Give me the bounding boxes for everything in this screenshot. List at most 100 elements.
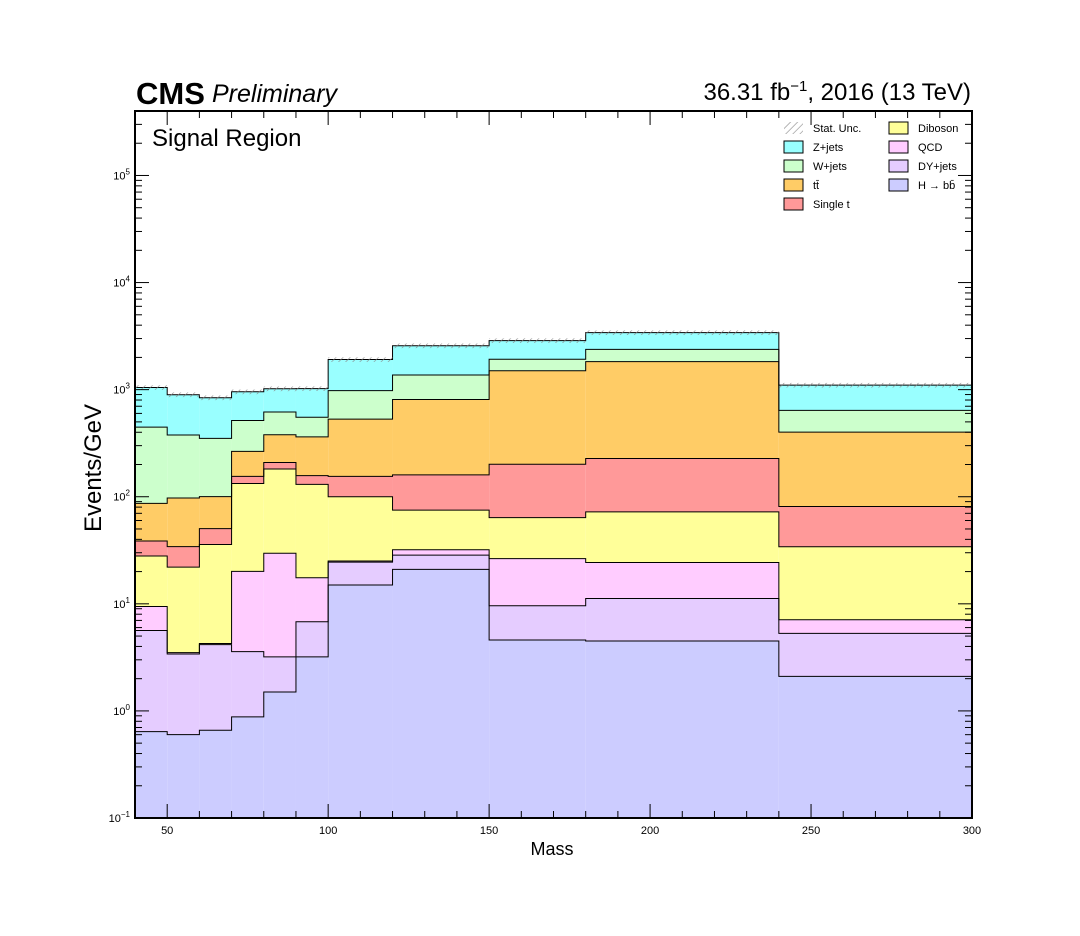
legend-label-tt-: tt̄	[813, 180, 819, 192]
bar-tt--bin-1	[167, 498, 200, 547]
bar-w-jets-bin-2	[199, 438, 232, 497]
x-tick-label: 300	[963, 825, 981, 837]
lumi-value: 36.31 fb	[703, 79, 791, 106]
legend-label-z-jets: Z+jets	[813, 142, 844, 154]
bar-diboson-bin-2	[199, 544, 232, 644]
stat-unc-bin-7	[392, 343, 490, 349]
bar-single-t-bin-10	[778, 506, 972, 547]
y-tick-label: 10−1	[109, 810, 131, 825]
bar-single-t-bin-1	[167, 546, 200, 568]
bar-h-bb--bin-5	[295, 656, 329, 818]
region-label: Signal Region	[152, 125, 302, 152]
bar-single-t-bin-3	[231, 476, 264, 484]
outline-6	[135, 348, 972, 439]
x-tick-label: 200	[641, 825, 659, 837]
bar-qcd-bin-6	[328, 561, 393, 563]
bar-diboson-bin-4	[263, 468, 296, 554]
stat-unc-bin-10	[778, 382, 972, 388]
bar-qcd-bin-2	[199, 643, 232, 645]
bar-tt--bin-10	[778, 432, 972, 507]
bar-single-t-bin-5	[295, 475, 329, 485]
lumi-exponent: −1	[790, 78, 808, 95]
stat-unc-bin-6	[328, 357, 393, 362]
bar-single-t-bin-2	[199, 528, 232, 545]
x-tick-label: 50	[161, 825, 173, 837]
bar-diboson-bin-6	[328, 496, 393, 562]
bar-h-bb--bin-8	[489, 639, 586, 818]
stat-unc-bin-4	[263, 386, 296, 392]
bar-z-jets-bin-5	[295, 388, 329, 418]
bar-diboson-bin-1	[167, 567, 200, 653]
bar-z-jets-bin-0	[135, 387, 168, 428]
bar-dy-jets-bin-8	[489, 605, 586, 640]
bar-single-t-bin-0	[135, 540, 168, 557]
legend-swatch-tt-	[783, 178, 804, 192]
bar-h-bb--bin-1	[167, 734, 200, 818]
bar-w-jets-bin-5	[295, 417, 329, 437]
bar-h-bb--bin-0	[135, 731, 168, 818]
bar-single-t-bin-8	[489, 464, 586, 518]
bar-qcd-bin-4	[263, 553, 296, 657]
bar-z-jets-bin-7	[392, 345, 490, 376]
legend-swatch-h-bb-	[888, 178, 909, 192]
bar-w-jets-bin-1	[167, 434, 200, 499]
bar-w-jets-bin-4	[263, 411, 296, 435]
bar-diboson-bin-3	[231, 483, 264, 572]
bar-h-bb--bin-9	[585, 640, 779, 818]
y-tick-label: 103	[113, 382, 130, 397]
bar-dy-jets-bin-9	[585, 598, 779, 641]
bar-z-jets-bin-9	[585, 332, 779, 350]
bar-w-jets-bin-8	[489, 359, 586, 371]
y-tick-label: 105	[113, 167, 130, 182]
bar-dy-jets-bin-6	[328, 562, 393, 585]
bar-dy-jets-bin-5	[295, 621, 329, 657]
legend-swatch-stat-unc	[784, 122, 803, 134]
bar-z-jets-bin-10	[778, 385, 972, 411]
bar-qcd-bin-9	[585, 562, 779, 599]
bar-tt--bin-0	[135, 503, 168, 541]
legend-swatch-qcd	[888, 140, 909, 154]
bar-qcd-bin-1	[167, 652, 200, 654]
bar-tt--bin-5	[295, 436, 329, 476]
bar-w-jets-bin-9	[585, 349, 779, 362]
bar-qcd-bin-5	[295, 577, 329, 622]
outline-3	[135, 468, 972, 568]
legend-swatch-diboson	[888, 121, 909, 135]
status-label: Preliminary	[212, 80, 338, 108]
bar-h-bb--bin-4	[263, 692, 296, 818]
bar-z-jets-bin-1	[167, 394, 200, 435]
bar-qcd-bin-0	[135, 606, 168, 631]
bar-diboson-bin-10	[778, 546, 972, 620]
bar-tt--bin-6	[328, 419, 393, 477]
stat-unc-bin-9	[585, 330, 779, 336]
stat-unc-bin-0	[135, 385, 168, 390]
bar-h-bb--bin-10	[778, 676, 972, 818]
bar-single-t-bin-7	[392, 474, 490, 511]
bar-w-jets-bin-7	[392, 375, 490, 400]
bar-diboson-bin-7	[392, 510, 490, 550]
bar-single-t-bin-6	[328, 476, 393, 497]
outline-0	[135, 568, 972, 736]
bar-single-t-bin-4	[263, 462, 296, 469]
legend-label-diboson: Diboson	[918, 123, 958, 135]
y-tick-label: 100	[113, 703, 130, 718]
bar-tt--bin-3	[231, 451, 264, 477]
bar-h-bb--bin-7	[392, 569, 490, 818]
bar-diboson-bin-8	[489, 517, 586, 559]
bar-h-bb--bin-3	[231, 716, 264, 818]
axes: 50 100 150 200 250 300 10−1 100 101 102 103 104 105	[109, 110, 981, 837]
outline-4	[135, 458, 972, 548]
bar-qcd-bin-7	[392, 549, 490, 556]
bar-h-bb--bin-2	[199, 730, 232, 818]
bar-w-jets-bin-0	[135, 427, 168, 504]
stack-layers	[135, 332, 972, 818]
legend: Stat. Unc. Z+jets W+jets tt̄ Single t Diboson…	[783, 121, 958, 211]
bar-z-jets-bin-2	[199, 397, 232, 439]
bar-dy-jets-bin-1	[167, 653, 200, 735]
x-tick-label: 100	[319, 825, 337, 837]
bar-diboson-bin-5	[295, 484, 329, 578]
y-tick-label: 104	[113, 275, 130, 290]
stat-unc-bin-5	[295, 386, 329, 391]
bar-h-bb--bin-6	[328, 584, 393, 818]
